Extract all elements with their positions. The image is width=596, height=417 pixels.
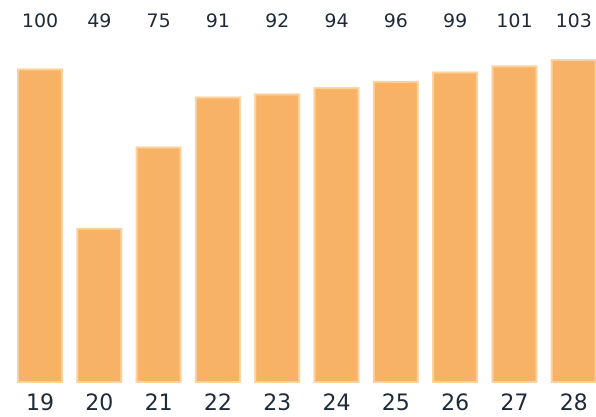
value-label-19: 100 [22, 10, 58, 32]
x-tick-label-27: 27 [500, 391, 528, 416]
value-label-24: 94 [324, 10, 348, 32]
bar-26 [432, 71, 479, 383]
x-tick-label-24: 24 [323, 391, 351, 416]
x-axis-tick-labels: 19 20 21 22 23 24 25 26 27 28 [26, 391, 588, 416]
bar-19 [17, 68, 63, 384]
x-tick-label-19: 19 [26, 391, 54, 416]
value-label-20: 49 [87, 10, 111, 32]
x-tick-label-28: 28 [560, 391, 588, 416]
value-labels-group: 100 49 75 91 92 94 96 99 101 103 [22, 10, 592, 32]
value-label-21: 75 [147, 10, 171, 32]
x-tick-label-20: 20 [85, 391, 113, 416]
value-label-23: 92 [265, 10, 289, 32]
bars-group [17, 59, 596, 384]
bar-22 [194, 96, 241, 383]
value-label-27: 101 [496, 10, 532, 32]
bar-21 [135, 146, 182, 383]
x-tick-label-21: 21 [145, 391, 173, 416]
bar-23 [254, 93, 301, 384]
value-label-22: 91 [206, 10, 230, 32]
value-label-28: 103 [556, 10, 592, 32]
x-tick-label-22: 22 [204, 391, 232, 416]
value-label-26: 99 [443, 10, 467, 32]
bar-25 [372, 80, 419, 384]
x-tick-label-25: 25 [382, 391, 410, 416]
x-tick-label-23: 23 [263, 391, 291, 416]
x-tick-label-26: 26 [441, 391, 469, 416]
value-label-25: 96 [384, 10, 408, 32]
bar-28 [550, 59, 596, 383]
bar-24 [313, 87, 360, 383]
bar-20 [76, 227, 123, 383]
bar-27 [491, 65, 538, 384]
